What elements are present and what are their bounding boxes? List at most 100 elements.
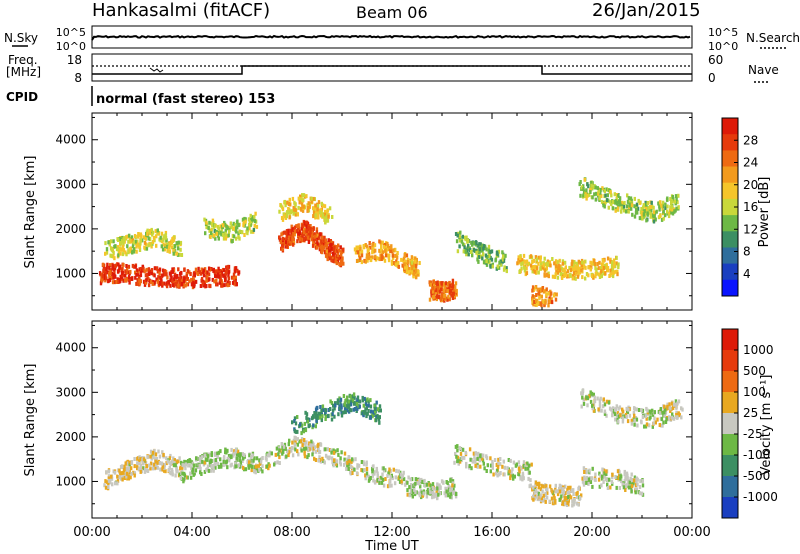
data-cell	[461, 447, 465, 452]
data-cell	[352, 392, 356, 397]
data-cell	[300, 437, 304, 442]
data-cell	[603, 409, 607, 414]
data-cell	[193, 272, 196, 277]
data-cell	[189, 471, 192, 476]
data-cell	[295, 224, 298, 229]
data-cell	[570, 488, 573, 493]
data-cell	[276, 460, 279, 465]
data-cell	[176, 279, 179, 284]
data-cell	[127, 250, 130, 255]
data-cell	[610, 264, 614, 269]
data-cell	[582, 193, 585, 198]
data-cell	[537, 491, 541, 496]
data-cell	[212, 220, 215, 225]
data-cell	[347, 400, 350, 405]
data-cell	[118, 249, 121, 254]
colorbar-tick-label: 8	[743, 245, 751, 259]
data-cell	[363, 410, 366, 415]
data-cell	[304, 442, 307, 447]
data-cell	[125, 276, 129, 281]
data-cell	[309, 226, 312, 231]
data-cell	[496, 464, 500, 469]
data-cell	[603, 411, 607, 416]
data-cell	[536, 287, 539, 292]
data-cell	[314, 449, 318, 454]
data-cell	[578, 182, 581, 187]
data-cell	[234, 226, 237, 231]
data-cell	[310, 229, 314, 234]
data-cell	[293, 229, 297, 234]
data-cell	[232, 226, 235, 231]
colorbar-swatch	[722, 134, 738, 151]
data-cell	[110, 476, 114, 481]
data-cell	[586, 403, 589, 408]
freq-unit: [MHz]	[6, 65, 41, 79]
data-cell	[454, 281, 458, 286]
data-cell	[482, 461, 485, 466]
data-cell	[337, 452, 340, 457]
data-cell	[317, 446, 320, 451]
data-cell	[220, 271, 224, 276]
data-cell	[601, 263, 604, 267]
data-cell	[320, 248, 323, 253]
data-cell	[174, 279, 177, 284]
data-cell	[358, 253, 361, 258]
data-cell	[290, 224, 293, 229]
data-cell	[297, 196, 300, 201]
data-cell	[421, 493, 424, 498]
data-cell	[602, 271, 605, 276]
data-cell	[381, 250, 385, 255]
data-cell	[219, 269, 222, 273]
data-cell	[392, 248, 395, 253]
data-cell	[677, 205, 680, 210]
data-cell	[548, 260, 552, 265]
data-cell	[328, 252, 331, 257]
data-cell	[383, 258, 387, 263]
data-cell	[383, 244, 386, 249]
data-cell	[607, 400, 611, 405]
data-cell	[492, 472, 495, 477]
data-cell	[164, 230, 168, 235]
data-cell	[513, 474, 516, 479]
colorbar-swatch	[722, 329, 738, 351]
data-cell	[203, 280, 207, 285]
freq-tick-bottom: 8	[74, 71, 82, 85]
data-cell	[578, 485, 581, 490]
data-cell	[312, 210, 316, 215]
data-cell	[288, 197, 291, 202]
data-cell	[291, 227, 294, 232]
data-cell	[297, 236, 300, 241]
data-cell	[205, 220, 208, 225]
data-cell	[609, 200, 612, 205]
data-cell	[436, 282, 439, 287]
data-cell	[202, 268, 205, 273]
data-cell	[336, 401, 339, 406]
data-cell	[533, 269, 536, 274]
data-cell	[259, 467, 262, 472]
data-cell	[479, 453, 482, 458]
data-cell	[373, 470, 376, 475]
freq-label: Freq.	[8, 53, 38, 67]
data-cell	[122, 242, 125, 247]
data-cell	[367, 409, 370, 413]
data-cell	[591, 484, 594, 489]
data-cell	[242, 223, 245, 228]
y-tick-label: 4000	[55, 341, 86, 355]
data-cell	[221, 232, 225, 237]
data-cell	[577, 495, 580, 500]
data-cell	[412, 485, 416, 490]
data-cell	[567, 498, 570, 503]
data-cell	[402, 470, 405, 475]
data-cell	[545, 287, 548, 292]
data-cell	[563, 501, 567, 506]
data-cell	[633, 406, 637, 411]
data-cell	[319, 232, 322, 237]
data-cell	[230, 275, 234, 280]
data-cell	[633, 196, 636, 201]
data-cell	[505, 269, 508, 274]
data-cell	[640, 214, 643, 219]
data-cell	[319, 412, 322, 416]
data-cell	[309, 224, 312, 228]
data-cell	[606, 486, 610, 490]
